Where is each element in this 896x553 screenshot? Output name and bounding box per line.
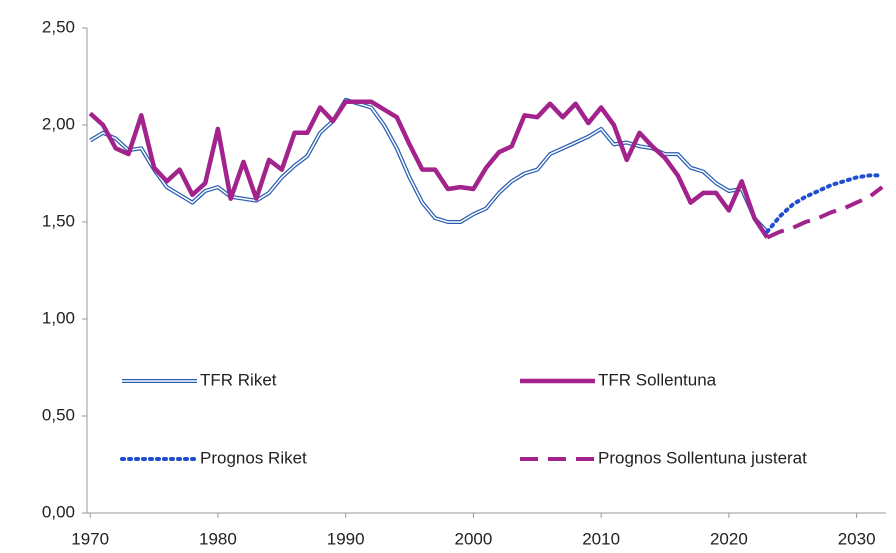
- y-tick-label: 0,00: [42, 502, 75, 521]
- legend-label: TFR Riket: [200, 370, 277, 389]
- x-tick-label: 1990: [327, 529, 365, 548]
- x-tick-label: 1980: [199, 529, 237, 548]
- legend-label: Prognos Sollentuna justerat: [598, 448, 807, 467]
- x-tick-label: 1970: [71, 529, 109, 548]
- y-tick-label: 2,50: [42, 17, 75, 36]
- y-tick-label: 1,00: [42, 308, 75, 327]
- series-line: [765, 173, 885, 234]
- x-tick-label: 2010: [582, 529, 620, 548]
- x-tick-label: 2020: [710, 529, 748, 548]
- series-line: [89, 97, 769, 234]
- x-tick-label: 2030: [838, 529, 876, 548]
- series-line: [766, 185, 884, 240]
- y-tick-label: 2,00: [42, 114, 75, 133]
- series-line: [88, 99, 770, 239]
- x-tick-label: 2000: [454, 529, 492, 548]
- y-tick-label: 0,50: [42, 405, 75, 424]
- legend-label: TFR Sollentuna: [598, 370, 717, 389]
- y-tick-label: 1,50: [42, 211, 75, 230]
- legend-label: Prognos Riket: [200, 448, 307, 467]
